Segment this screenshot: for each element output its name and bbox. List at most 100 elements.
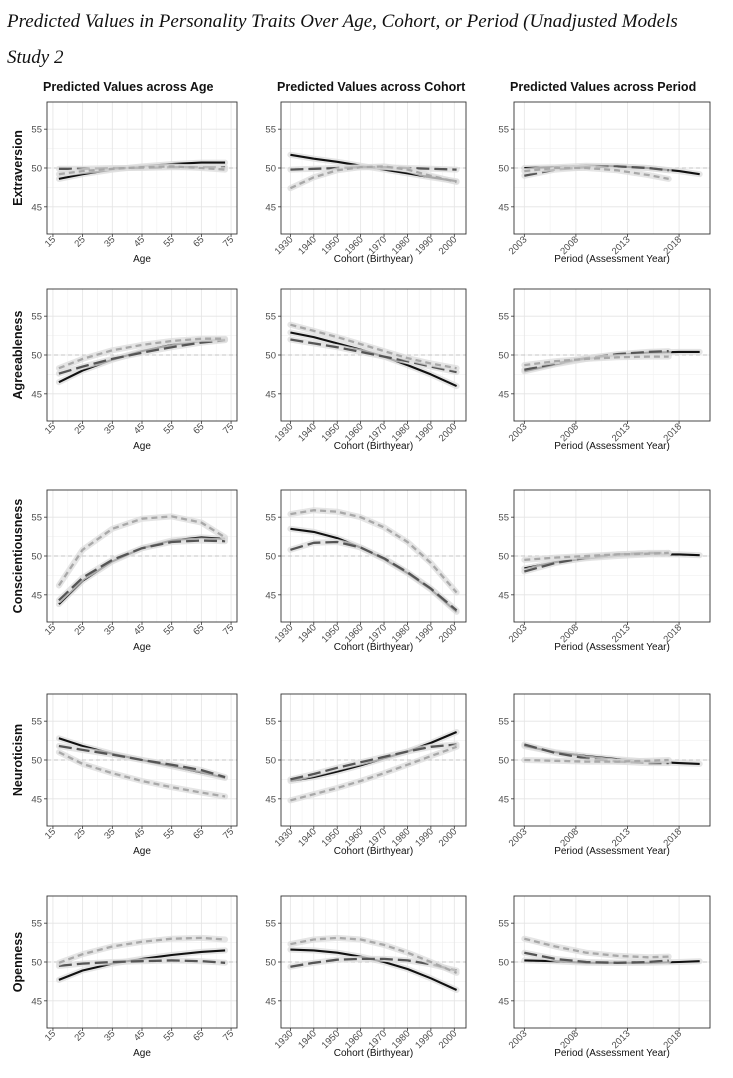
x-tick-label: 75: [221, 421, 236, 436]
x-tick-label: 75: [221, 1028, 236, 1043]
series-3-line: [290, 323, 457, 370]
x-tick-label: 55: [162, 1028, 177, 1043]
x-tick-label: 35: [102, 1028, 117, 1043]
series-2-line: [58, 959, 226, 968]
y-tick-label: 50: [265, 958, 276, 969]
x-tick-label: 2000: [437, 622, 460, 645]
x-tick-label: 65: [191, 622, 206, 637]
panel-agreeableness-age: 45 50 55 15 25 35 45 55 65 75 Age: [31, 288, 238, 452]
x-tick-label: 75: [221, 826, 236, 841]
y-tick-label: 45: [31, 590, 42, 601]
x-tick-label: 15: [43, 421, 58, 436]
series-3-band: [521, 935, 672, 961]
row-label-agreeableness: Agreeableness: [11, 310, 25, 399]
x-tick-label: 15: [43, 1028, 58, 1043]
y-tick-label: 50: [31, 552, 42, 563]
panel-neuroticism-age: 45 50 55 15 25 35 45 55 65 75 Age: [31, 693, 238, 857]
row-label-openness: Openness: [11, 932, 25, 992]
series-2-line: [58, 539, 226, 602]
x-tick-label: 1930: [273, 826, 296, 849]
y-tick-label: 55: [31, 919, 42, 930]
x-tick-label: 25: [72, 826, 87, 841]
x-tick-label: 1940: [296, 826, 319, 849]
x-tick-label: 2000: [437, 421, 460, 444]
series-2-line: [290, 338, 457, 374]
y-tick-label: 45: [498, 794, 509, 805]
x-axis-label: Cohort (Birthyear): [334, 441, 413, 452]
series-3-line: [524, 758, 669, 763]
y-tick-label: 55: [265, 312, 276, 323]
series-3-line: [290, 936, 458, 974]
y-tick-label: 45: [31, 996, 42, 1007]
row-label-conscientiousness: Conscientiousness: [11, 499, 25, 614]
x-axis-label: Age: [133, 642, 151, 653]
x-tick-label: 1940: [296, 1028, 319, 1051]
y-tick-label: 55: [498, 312, 509, 323]
x-tick-label: 2003: [507, 1028, 530, 1051]
figure-title: Predicted Values in Personality Traits O…: [7, 4, 733, 76]
column-title-2: Predicted Values across Cohort: [277, 80, 466, 94]
series-3-line: [289, 165, 457, 190]
x-axis-label: Period (Assessment Year): [554, 1048, 670, 1059]
x-axis-label: Cohort (Birthyear): [334, 642, 413, 653]
y-tick-label: 45: [265, 389, 276, 400]
x-tick-label: 2003: [507, 421, 530, 444]
y-tick-label: 55: [498, 513, 509, 524]
y-tick-label: 45: [498, 389, 509, 400]
x-tick-label: 35: [102, 421, 117, 436]
y-tick-label: 50: [498, 552, 509, 563]
x-tick-label: 15: [43, 234, 58, 249]
y-tick-label: 45: [265, 202, 276, 213]
x-tick-label: 35: [102, 234, 117, 249]
x-tick-label: 2003: [507, 234, 530, 257]
x-axis-label: Period (Assessment Year): [554, 642, 670, 653]
y-tick-label: 55: [498, 717, 509, 728]
series-3-line: [524, 551, 669, 562]
series-3-line: [58, 165, 226, 176]
x-tick-label: 1990: [413, 1028, 436, 1051]
x-tick-label: 15: [43, 826, 58, 841]
y-tick-label: 45: [498, 996, 509, 1007]
series-3-line: [524, 166, 669, 181]
x-tick-label: 55: [162, 421, 177, 436]
x-tick-label: 45: [132, 421, 147, 436]
panel-extraversion-age: 45 50 55 15 25 35 45 55 65 75 Age: [31, 101, 238, 265]
y-tick-label: 55: [31, 717, 42, 728]
x-tick-label: 75: [221, 622, 236, 637]
panel-openness-age: 45 50 55 15 25 35 45 55 65 75 Age: [31, 895, 238, 1059]
x-tick-label: 1930: [273, 1028, 296, 1051]
x-tick-label: 55: [162, 234, 177, 249]
x-tick-label: 45: [132, 1028, 147, 1043]
series-3-line: [58, 337, 226, 370]
row-label-extraversion: Extraversion: [11, 130, 25, 206]
y-tick-label: 50: [265, 164, 276, 175]
x-tick-label: 45: [132, 826, 147, 841]
row-label-neuroticism: Neuroticism: [11, 724, 25, 796]
series-3-line: [290, 745, 457, 802]
x-tick-label: 35: [102, 826, 117, 841]
y-tick-label: 45: [265, 590, 276, 601]
y-tick-label: 55: [265, 717, 276, 728]
y-tick-label: 50: [265, 351, 276, 362]
x-tick-label: 1940: [296, 622, 319, 645]
y-tick-label: 55: [31, 125, 42, 136]
x-tick-label: 1940: [296, 234, 319, 257]
y-tick-label: 45: [31, 202, 42, 213]
series-2-line: [290, 743, 457, 781]
x-axis-label: Age: [133, 254, 151, 265]
y-tick-label: 50: [31, 756, 42, 767]
series-3-line: [290, 509, 458, 594]
y-tick-label: 55: [265, 513, 276, 524]
x-axis-label: Period (Assessment Year): [554, 254, 670, 265]
x-axis-label: Period (Assessment Year): [554, 846, 670, 857]
x-tick-label: 25: [72, 1028, 87, 1043]
x-axis-label: Cohort (Birthyear): [334, 254, 413, 265]
